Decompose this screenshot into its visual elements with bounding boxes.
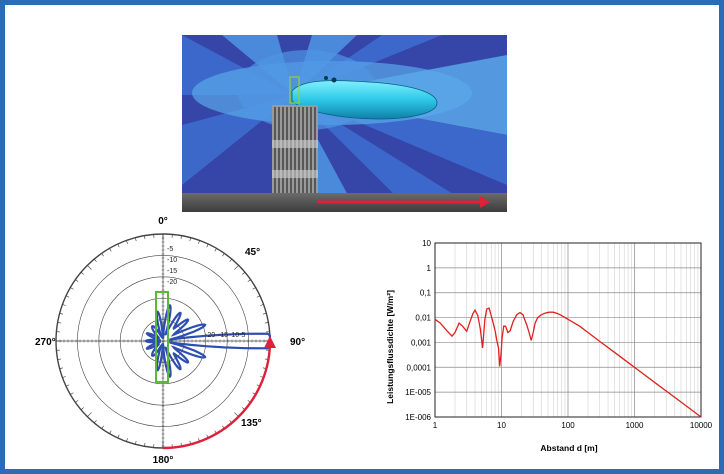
ring-label: -10 xyxy=(229,332,239,339)
ring-label: -20 xyxy=(167,279,177,286)
polar-tick xyxy=(70,392,74,395)
y-tick-label: 0,1 xyxy=(420,289,432,298)
polar-tick xyxy=(198,240,200,244)
x-tick-labels: 1 10 100 1000 10000 xyxy=(433,421,713,430)
x-tick-label: 1000 xyxy=(626,421,644,430)
x-tick-label: 10000 xyxy=(690,421,713,430)
x-tick-label: 1 xyxy=(433,421,438,430)
polar-tick xyxy=(62,376,66,378)
ring-label: -5 xyxy=(239,332,245,339)
x-tick-label: 10 xyxy=(497,421,506,430)
antenna-tower xyxy=(272,105,318,201)
y-axis-label: Leistungsflussdichte [W/m²] xyxy=(385,290,395,404)
polar-tick xyxy=(93,258,97,262)
x-axis-label: Abstand d [m] xyxy=(540,443,597,453)
polar-tick xyxy=(144,235,146,240)
polar-tick xyxy=(180,235,182,240)
polar-tick xyxy=(57,358,62,360)
polar-tick xyxy=(242,271,246,275)
polar-tick xyxy=(229,258,233,262)
y-tick-label: 0,01 xyxy=(415,314,431,323)
polar-tick xyxy=(109,430,112,434)
polar-tick xyxy=(126,240,128,244)
antenna-marker xyxy=(289,76,300,104)
polar-tick xyxy=(117,243,120,248)
ring-label: -10 xyxy=(167,257,177,264)
polar-tick xyxy=(117,434,120,439)
y-tick-label: 1 xyxy=(427,264,432,273)
polar-tick xyxy=(80,407,84,411)
y-tick-label: 10 xyxy=(422,239,431,248)
angle-label-0: 0° xyxy=(158,216,168,227)
chart-grid xyxy=(434,242,702,418)
y-tick-label: 0,0001 xyxy=(407,363,432,372)
polar-tick xyxy=(260,304,264,306)
ring-label: -20 xyxy=(205,332,215,339)
polar-tick xyxy=(247,279,251,282)
y-tick-labels: 10 1 0,1 0,01 0,001 0,0001 1E-005 1E-006 xyxy=(405,239,431,422)
polar-tick xyxy=(75,400,79,403)
polar-tick xyxy=(214,248,217,252)
polar-tick xyxy=(87,265,92,270)
polar-tick xyxy=(222,253,225,257)
polar-tick xyxy=(264,322,269,324)
antenna-radiation-scene xyxy=(182,35,507,212)
polar-tick xyxy=(262,313,267,315)
polar-tick xyxy=(70,287,74,290)
polar-tick xyxy=(65,384,70,387)
angle-label-45: 45° xyxy=(245,247,260,258)
polar-tick xyxy=(144,442,146,447)
polar-radiation-diagram: 0° 45° 90° 135° 180° 270° -5 -10 -15 -20… xyxy=(35,216,305,466)
polar-tick xyxy=(75,279,79,282)
y-tick-label: 1E-006 xyxy=(405,413,431,422)
polar-tick xyxy=(93,420,97,424)
polar-tick xyxy=(101,425,104,429)
plot-border xyxy=(434,242,702,418)
polar-tick xyxy=(135,440,137,445)
distance-arrow xyxy=(318,196,490,208)
ring-label: -5 xyxy=(167,246,173,253)
rotation-arrowhead xyxy=(264,336,276,348)
angle-label-270: 270° xyxy=(35,337,56,348)
angle-label-90: 90° xyxy=(290,337,305,348)
main-lobe xyxy=(291,80,438,120)
y-tick-label: 0,001 xyxy=(411,338,432,347)
angle-label-180: 180° xyxy=(153,455,174,466)
radiation-pattern xyxy=(144,303,272,379)
ring-label: -15 xyxy=(167,268,177,275)
polar-tick xyxy=(59,367,64,369)
x-tick-label: 100 xyxy=(561,421,575,430)
polar-tick xyxy=(101,253,104,257)
antenna-marker xyxy=(155,291,169,383)
polar-tick xyxy=(109,248,112,252)
polar-tick xyxy=(80,271,84,275)
radiation-lobes xyxy=(182,35,507,212)
polar-tick xyxy=(189,237,191,242)
polar-tick xyxy=(59,313,64,315)
polar-tick xyxy=(256,295,261,298)
polar-tick xyxy=(126,438,128,442)
polar-tick xyxy=(206,243,209,248)
polar-tick xyxy=(65,295,70,298)
power-density-chart: 10 1 0,1 0,01 0,001 0,0001 1E-005 1E-006 1 10 100… xyxy=(385,239,713,453)
polar-tick xyxy=(87,412,92,417)
polar-tick xyxy=(234,265,239,270)
y-tick-label: 1E-005 xyxy=(405,388,431,397)
polar-tick xyxy=(252,287,256,290)
polar-tick xyxy=(62,304,66,306)
polar-tick xyxy=(57,322,62,324)
angle-label-135: 135° xyxy=(241,418,262,429)
series-line xyxy=(434,307,702,418)
polar-tick xyxy=(135,237,137,242)
ring-label: -15 xyxy=(218,332,228,339)
rotation-arc xyxy=(162,340,272,450)
